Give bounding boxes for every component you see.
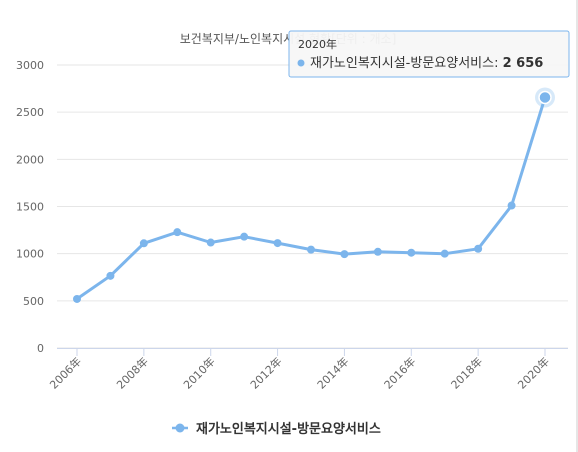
legend-item-label[interactable]: 재가노인복지시설-방문요양서비스 — [196, 421, 381, 437]
y-tick-label: 500 — [23, 295, 44, 308]
tooltip-marker — [297, 59, 305, 67]
y-tick-label: 3000 — [16, 59, 44, 72]
y-tick-label: 0 — [37, 342, 44, 355]
x-tick-label: 2008年 — [114, 354, 151, 391]
data-point[interactable] — [173, 228, 182, 237]
data-point-highlighted[interactable] — [538, 90, 552, 105]
x-tick-label: 2016年 — [381, 354, 418, 391]
gridlines — [57, 64, 568, 349]
data-point[interactable] — [340, 250, 349, 259]
series-points[interactable] — [73, 87, 555, 303]
y-axis-ticks: 0 500 1000 1500 2000 2500 3000 — [16, 59, 44, 355]
data-point[interactable] — [206, 238, 215, 247]
y-tick-label: 2000 — [16, 153, 44, 166]
legend-marker — [175, 423, 185, 433]
data-point[interactable] — [440, 249, 449, 258]
y-tick-label: 1500 — [16, 201, 44, 214]
data-point[interactable] — [73, 294, 81, 303]
data-point[interactable] — [139, 239, 148, 248]
legend[interactable]: 재가노인복지시설-방문요양서비스 — [172, 421, 381, 437]
tooltip-box — [288, 30, 570, 78]
x-tick-label: 2014年 — [314, 354, 351, 391]
tooltip-title: 2020年 — [298, 37, 337, 51]
x-tick-label: 2012年 — [247, 354, 284, 391]
data-point[interactable] — [407, 248, 416, 257]
tooltip-series-name: 재가노인복지시설-방문요양서비스 — [310, 56, 494, 71]
x-axis-ticks: 2006年 2008年 2010年 2012年 2014年 2016年 2018年 2020年 — [47, 348, 552, 392]
data-point[interactable] — [474, 244, 483, 253]
tooltip: 2020年 재가노인복지시설-방문요양서비스: 2 656 — [288, 30, 570, 78]
tooltip-series: 재가노인복지시설-방문요양서비스: 2 656 — [310, 56, 543, 71]
data-point[interactable] — [240, 232, 249, 241]
data-point[interactable] — [507, 201, 516, 210]
x-tick-label: 2010年 — [180, 354, 217, 391]
data-point[interactable] — [373, 247, 382, 256]
data-point[interactable] — [307, 245, 315, 254]
y-tick-label: 2500 — [16, 106, 44, 119]
data-point[interactable] — [106, 271, 115, 280]
x-tick-label: 2018年 — [448, 354, 485, 391]
series-line — [75, 96, 547, 301]
x-tick-label: 2020年 — [515, 354, 552, 391]
panel-border — [576, 0, 578, 452]
data-point[interactable] — [273, 239, 282, 248]
y-tick-label: 1000 — [16, 248, 44, 261]
tooltip-value: 2 656 — [503, 56, 544, 71]
x-tick-label: 2006年 — [47, 354, 84, 391]
